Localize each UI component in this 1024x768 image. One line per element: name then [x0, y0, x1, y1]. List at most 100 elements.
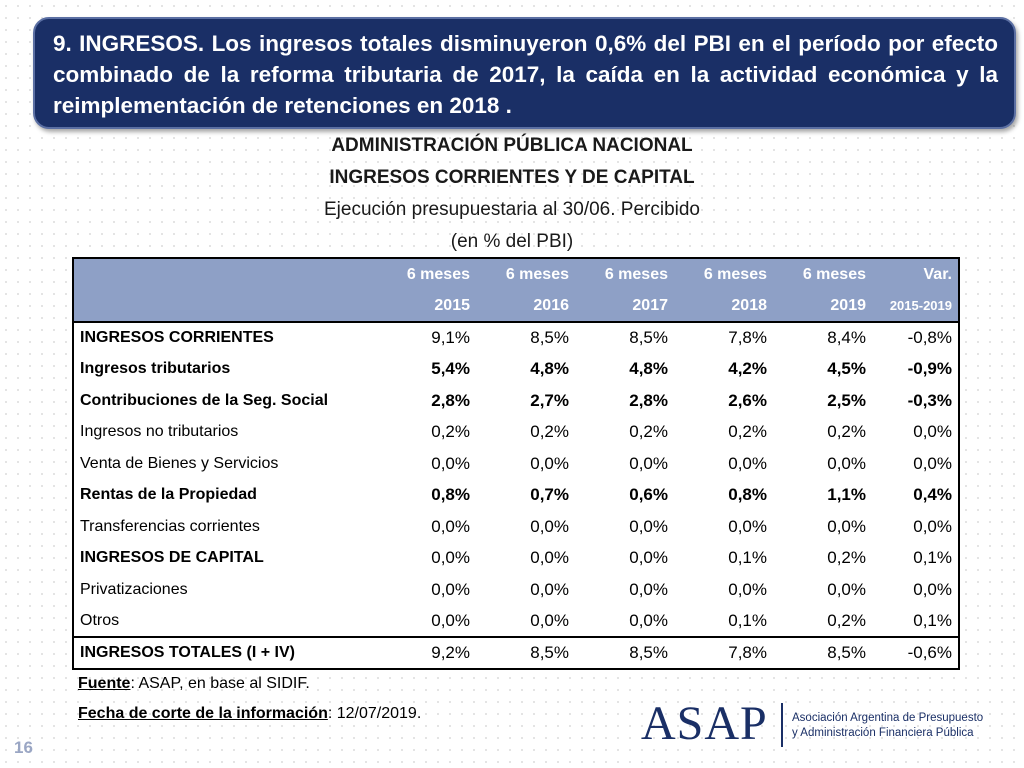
table-row: Contribuciones de la Seg. Social 2,8% 2,… — [73, 385, 959, 417]
cell-var: 0,0% — [913, 579, 952, 599]
cell-var: 0,1% — [913, 548, 952, 568]
cell-value: 5,4% — [431, 359, 470, 379]
cell-value: 0,2% — [827, 548, 866, 568]
header-year: 2017 — [575, 290, 674, 322]
cell-var: 0,1% — [913, 610, 952, 630]
table-row: Transferencias corrientes 0,0% 0,0% 0,0%… — [73, 511, 959, 543]
header-empty — [73, 290, 377, 322]
cell-value: 0,2% — [827, 610, 866, 630]
cell-value: 8,4% — [827, 328, 866, 348]
cell-value: 8,5% — [827, 642, 866, 662]
header-period: 6 meses — [773, 258, 872, 290]
source-note: Fuente: ASAP, en base al SIDIF. — [78, 675, 310, 693]
cell-var: 0,0% — [913, 516, 952, 536]
cell-value: 7,8% — [728, 328, 767, 348]
table-row: Otros 0,0% 0,0% 0,0% 0,1% 0,2% 0,1% — [73, 606, 959, 638]
cell-value: 4,2% — [728, 359, 767, 379]
cell-value: 0,0% — [530, 516, 569, 536]
cutoff-date-text: : 12/07/2019. — [327, 705, 422, 722]
cell-value: 2,8% — [629, 390, 668, 410]
cell-value: 8,5% — [629, 328, 668, 348]
cell-value: 0,2% — [431, 422, 470, 442]
cell-value: 0,0% — [431, 516, 470, 536]
cell-value: 0,0% — [827, 516, 866, 536]
header-period: 6 meses — [476, 258, 575, 290]
cell-value: 9,2% — [431, 642, 470, 662]
header-year: 2015 — [377, 290, 476, 322]
cell-value: 2,7% — [530, 390, 569, 410]
table-row: Privatizaciones 0,0% 0,0% 0,0% 0,0% 0,0%… — [73, 574, 959, 606]
row-label: Venta de Bienes y Servicios — [80, 454, 279, 472]
cell-value: 2,8% — [431, 390, 470, 410]
row-label: INGRESOS DE CAPITAL — [80, 549, 264, 567]
cell-value: 0,0% — [431, 610, 470, 630]
table-heading-subtitle: Ejecución presupuestaria al 30/06. Perci… — [323, 199, 700, 220]
cell-value: 8,5% — [629, 642, 668, 662]
header-year: 2018 — [674, 290, 773, 322]
slide-title: 9. INGRESOS. Los ingresos totales dismin… — [53, 31, 998, 118]
cell-value: 0,0% — [530, 453, 569, 473]
cell-value: 8,5% — [530, 328, 569, 348]
row-label: Rentas de la Propiedad — [80, 486, 257, 504]
logo-caption-line: y Administración Financiera Pública — [792, 727, 974, 739]
cell-var: -0,6% — [907, 642, 952, 662]
cell-value: 0,0% — [629, 453, 668, 473]
cell-value: 0,0% — [827, 453, 866, 473]
row-label: Ingresos tributarios — [80, 360, 231, 378]
cell-value: 0,0% — [530, 579, 569, 599]
table-heading-org: ADMINISTRACIÓN PÚBLICA NACIONAL — [331, 135, 693, 156]
cell-value: 0,8% — [431, 485, 470, 505]
cell-value: 7,8% — [728, 642, 767, 662]
table-heading-unit: (en % del PBI) — [450, 231, 574, 252]
cutoff-date-label: Fecha de corte de la información — [78, 705, 328, 722]
cell-value: 8,5% — [530, 642, 569, 662]
source-text: : ASAP, en base al SIDIF. — [130, 675, 310, 692]
cell-value: 0,0% — [530, 610, 569, 630]
table-row: Venta de Bienes y Servicios 0,0% 0,0% 0,… — [73, 448, 959, 480]
cell-value: 0,0% — [431, 548, 470, 568]
table-row: INGRESOS CORRIENTES 9,1% 8,5% 8,5% 7,8% … — [73, 322, 959, 354]
row-label: Ingresos no tributarios — [80, 423, 239, 441]
table-row-total: INGRESOS TOTALES (I + IV) 9,2% 8,5% 8,5%… — [73, 637, 959, 669]
cell-value: 0,0% — [530, 548, 569, 568]
cell-value: 4,8% — [629, 359, 668, 379]
cell-value: 4,8% — [530, 359, 569, 379]
cell-value: 9,1% — [431, 328, 470, 348]
table-row: Ingresos tributarios 5,4% 4,8% 4,8% 4,2%… — [73, 354, 959, 386]
cell-value: 0,2% — [530, 422, 569, 442]
header-period: 6 meses — [575, 258, 674, 290]
cell-var: -0,9% — [907, 359, 952, 379]
header-year: 2019 — [773, 290, 872, 322]
page-number: 16 — [14, 738, 33, 757]
cell-value: 0,2% — [827, 422, 866, 442]
header-var: Var. — [872, 258, 959, 290]
logo-divider — [781, 703, 783, 747]
asap-logo: ASAP — [641, 697, 768, 750]
cell-value: 0,0% — [431, 453, 470, 473]
header-empty — [73, 258, 377, 290]
row-label: Transferencias corrientes — [80, 517, 260, 535]
header-period: 6 meses — [377, 258, 476, 290]
cell-var: -0,3% — [907, 390, 952, 410]
cell-value: 4,5% — [827, 359, 866, 379]
header-period: 6 meses — [674, 258, 773, 290]
cell-var: -0,8% — [907, 328, 952, 348]
cell-var: 0,4% — [913, 485, 952, 505]
row-label: INGRESOS TOTALES (I + IV) — [80, 643, 295, 661]
table-header-row: 2015 2016 2017 2018 2019 2015-2019 — [73, 290, 959, 322]
cell-value: 0,0% — [629, 579, 668, 599]
header-var-range: 2015-2019 — [872, 290, 959, 322]
table-header-row: 6 meses 6 meses 6 meses 6 meses 6 meses … — [73, 258, 959, 290]
table-row: Rentas de la Propiedad 0,8% 0,7% 0,6% 0,… — [73, 480, 959, 512]
row-label: Contribuciones de la Seg. Social — [80, 391, 329, 409]
cell-value: 2,5% — [827, 390, 866, 410]
header-year: 2016 — [476, 290, 575, 322]
row-label: Otros — [80, 611, 120, 629]
row-label: INGRESOS CORRIENTES — [80, 329, 274, 347]
revenue-table: 6 meses 6 meses 6 meses 6 meses 6 meses … — [72, 257, 960, 670]
cutoff-date-note: Fecha de corte de la información: 12/07/… — [78, 705, 421, 723]
cell-var: 0,0% — [913, 453, 952, 473]
table-row: INGRESOS DE CAPITAL 0,0% 0,0% 0,0% 0,1% … — [73, 543, 959, 575]
cell-value: 0,8% — [728, 485, 767, 505]
cell-value: 0,0% — [629, 548, 668, 568]
